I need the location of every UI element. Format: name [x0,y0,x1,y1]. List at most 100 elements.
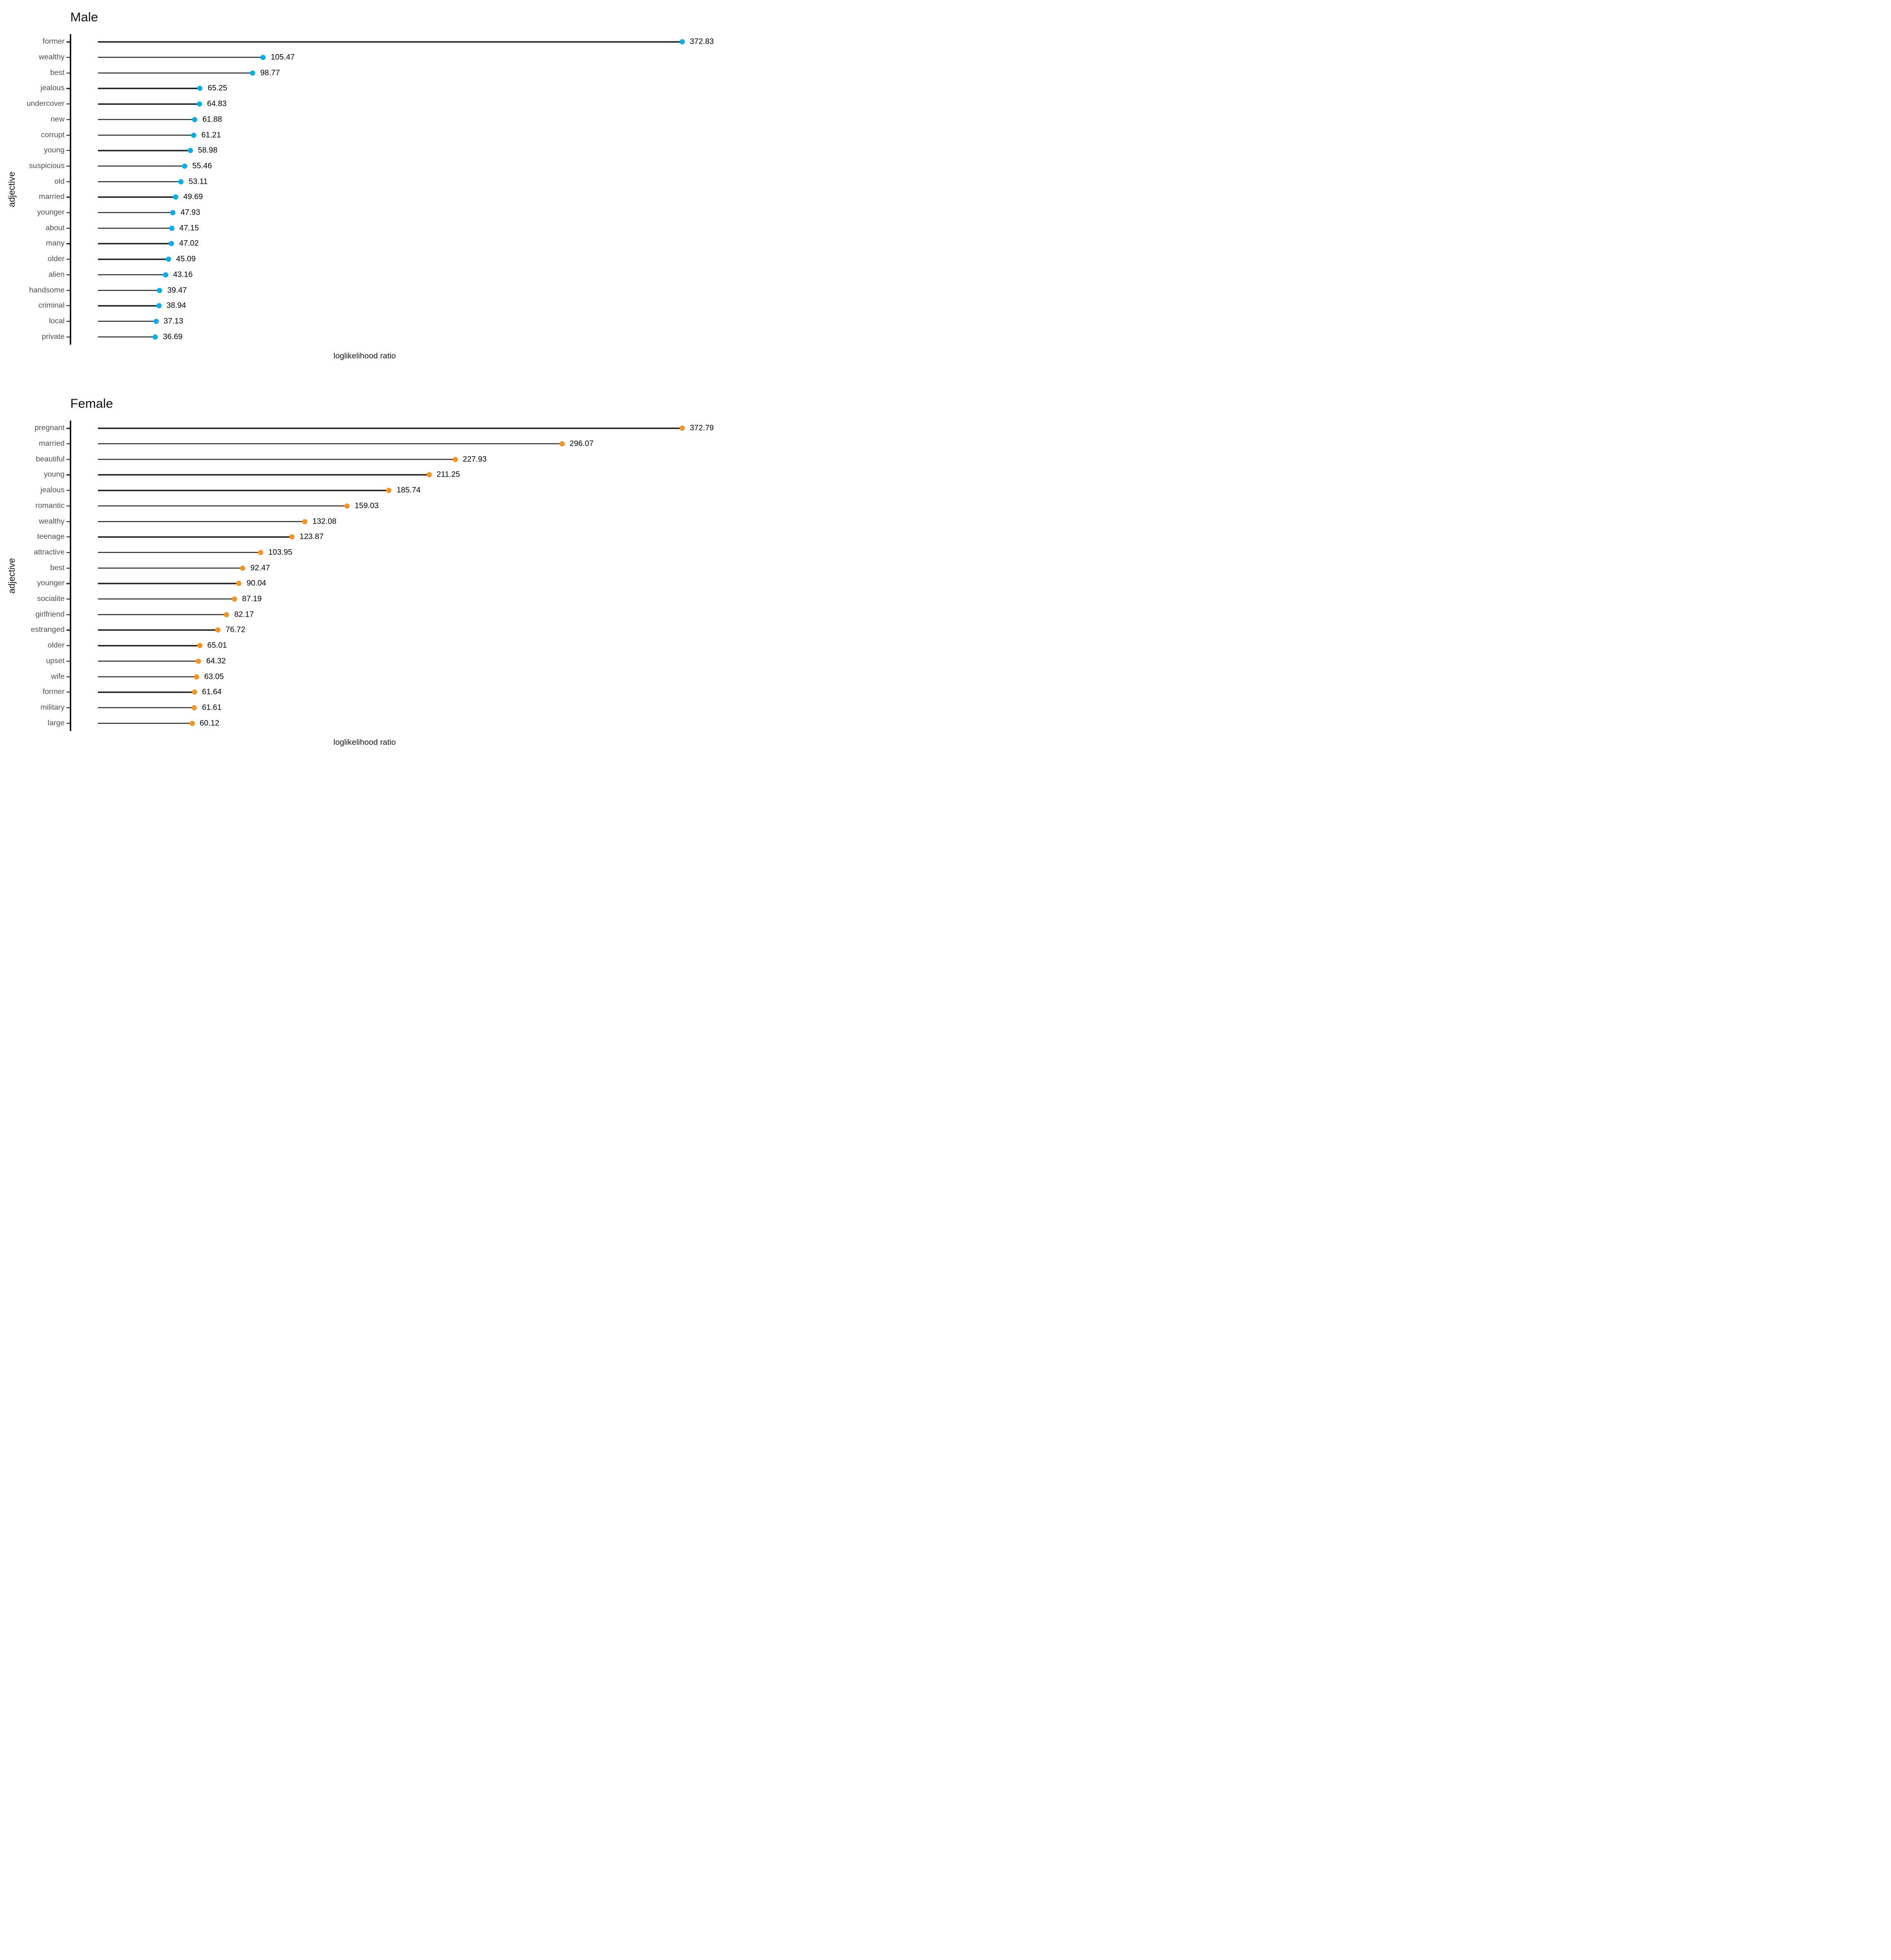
lollipop-dot [163,272,168,278]
lollipop-stem [98,443,562,445]
female-rows: pregnant 372.79 married 296.07 beautiful 227.… [0,421,729,731]
value-label: 98.77 [260,68,280,77]
lollipop-stem [98,165,185,167]
lollipop-dot [197,85,203,91]
category-tick-label: many [46,239,65,248]
tick-mark [66,629,70,631]
tick-mark [66,552,70,553]
tick-mark [66,521,70,522]
lollipop-dot [153,319,159,324]
lollipop-stem [98,459,455,460]
tick-mark [66,692,70,693]
female-plot-area: adjective pregnant 372.79 married 296.07 bea… [0,421,729,731]
lollipop-dot [236,581,242,586]
lollipop-row: military 61.61 [0,700,729,716]
lollipop-dot [240,565,245,571]
lollipop-dot [152,334,158,340]
tick-mark [66,103,70,105]
tick-mark [66,274,70,275]
category-tick-label: older [47,641,65,650]
tick-mark [66,320,70,322]
tick-mark [66,305,70,307]
category-tick-label: younger [37,208,65,217]
lollipop-row: alien 43.16 [0,267,729,283]
lollipop-row: best 98.77 [0,65,729,81]
lollipop-stem [98,722,192,724]
lollipop-stem [98,320,156,322]
lollipop-dot [169,225,175,231]
value-label: 65.25 [207,84,227,93]
value-label: 61.64 [202,687,222,696]
category-tick-label: alien [48,270,65,279]
category-tick-label: former [42,688,65,696]
lollipop-row: estranged 76.72 [0,622,729,638]
lollipop-row: local 37.13 [0,314,729,329]
category-tick-label: handsome [29,286,65,294]
lollipop-stem [98,598,235,600]
lollipop-dot [250,70,255,76]
lollipop-row: girlfriend 82.17 [0,607,729,622]
tick-mark [66,134,70,136]
lollipop-dot [178,179,184,185]
category-tick-label: jealous [40,84,65,93]
category-tick-label: new [50,115,65,123]
lollipop-stem [98,119,195,121]
tick-mark [66,707,70,709]
lollipop-row: undercover 64.83 [0,96,729,112]
y-axis-line [70,34,71,345]
lollipop-stem [98,258,169,260]
value-label: 296.07 [569,439,594,448]
male-chart-title: Male [70,10,98,24]
lollipop-stem [98,88,200,89]
value-label: 53.11 [188,177,208,186]
lollipop-stem [98,552,261,553]
value-label: 227.93 [462,455,487,464]
value-label: 76.72 [226,625,245,634]
lollipop-stem [98,660,199,662]
category-tick-label: corrupt [41,131,65,139]
lollipop-stem [98,212,173,214]
lollipop-row: young 211.25 [0,467,729,483]
tick-mark [66,336,70,338]
lollipop-dot [188,148,193,153]
lollipop-dot [197,643,203,648]
lollipop-stem [98,645,200,647]
lollipop-dot [426,472,432,478]
lollipop-dot [173,194,179,200]
lollipop-dot [452,457,458,462]
category-tick-label: jealous [40,486,65,495]
lollipop-dot [182,163,188,169]
value-label: 60.12 [199,719,219,728]
tick-mark [66,676,70,677]
value-label: 47.93 [180,208,200,217]
tick-mark [66,443,70,445]
x-axis-label: loglikelihood ratio [333,738,396,747]
lollipop-row: corrupt 61.21 [0,127,729,143]
lollipop-row: wealthy 105.47 [0,50,729,66]
female-chart-title: Female [70,396,113,411]
lollipop-row: older 45.09 [0,252,729,267]
lollipop-stem [98,305,159,307]
lollipop-dot [166,256,171,262]
value-label: 372.79 [690,423,714,432]
value-label: 37.13 [163,317,183,326]
lollipop-stem [98,614,227,615]
value-label: 65.01 [207,641,227,650]
lollipop-row: teenage 123.87 [0,529,729,545]
value-label: 159.03 [355,501,379,510]
lollipop-dot [192,117,198,122]
lollipop-row: jealous 65.25 [0,81,729,96]
lollipop-row: beautiful 227.93 [0,451,729,467]
category-tick-label: attractive [34,548,65,556]
lollipop-dot [191,132,197,138]
lollipop-stem [98,150,190,151]
lollipop-row: old 53.11 [0,174,729,189]
tick-mark [66,119,70,120]
value-label: 47.02 [179,239,199,248]
tick-mark [66,181,70,182]
category-tick-label: criminal [38,301,65,310]
tick-mark [66,150,70,151]
tick-mark [66,474,70,476]
lollipop-dot [194,674,199,680]
value-label: 90.04 [246,579,266,588]
